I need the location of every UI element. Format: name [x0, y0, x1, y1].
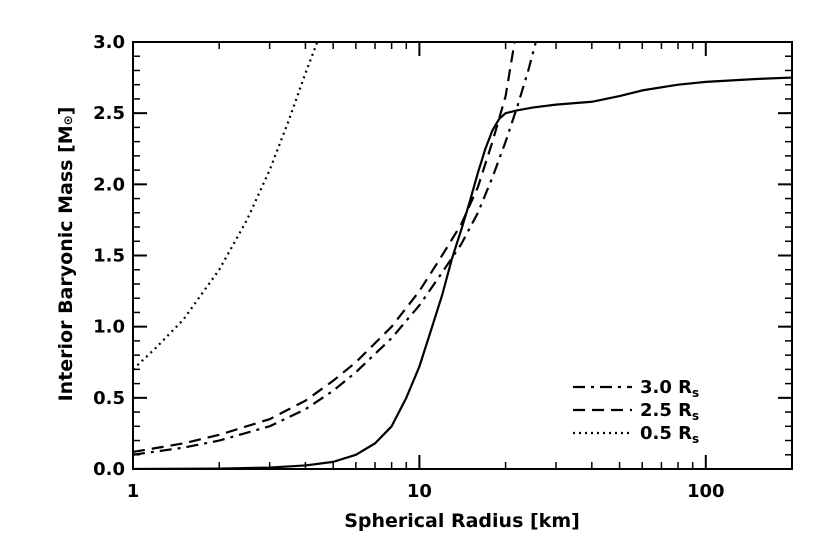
legend-label-main: 0.5 R	[640, 423, 692, 444]
series-line-dashdot	[133, 42, 537, 456]
legend-label-main: 2.5 R	[640, 400, 692, 421]
y-axis-label-text: Interior Baryonic Mass [M	[55, 125, 77, 401]
x-tick-label: 10	[407, 481, 432, 502]
y-tick-label: 2.0	[93, 174, 125, 195]
series-line-dash	[133, 42, 516, 454]
series-layer	[133, 42, 792, 469]
x-tick-label: 1	[127, 481, 140, 502]
series-line-dot	[133, 42, 319, 371]
plot-frame	[132, 41, 793, 470]
axis-ticks	[132, 41, 793, 470]
y-tick-label: 1.5	[93, 246, 125, 267]
legend-label: 2.5 Rs	[640, 400, 699, 423]
y-axis-label: Interior Baryonic Mass [M⊙]	[55, 107, 77, 402]
y-tick-label: 3.0	[93, 32, 125, 53]
legend-label-sub: s	[692, 432, 699, 446]
x-tick-label: 100	[687, 481, 725, 502]
legend-label: 3.0 Rs	[640, 377, 699, 400]
legend-label-sub: s	[692, 409, 699, 423]
legend: 3.0 Rs2.5 Rs0.5 Rs	[573, 377, 699, 446]
legend-label-main: 3.0 R	[640, 377, 692, 398]
y-axis-label-symbol: ⊙	[61, 115, 75, 125]
legend-label: 0.5 Rs	[640, 423, 699, 446]
y-tick-label: 0.5	[93, 388, 125, 409]
y-tick-label: 2.5	[93, 103, 125, 124]
y-tick-label: 0.0	[93, 459, 125, 480]
tick-labels: 1 10 100 0.0 0.5 1.0 1.5 2.0 2.5 3.0	[93, 32, 724, 502]
x-axis-label: Spherical Radius [km]	[344, 510, 580, 532]
legend-label-sub: s	[692, 386, 699, 400]
y-tick-label: 1.0	[93, 317, 125, 338]
series-line-solid	[133, 76, 792, 469]
y-axis-label-close: ]	[55, 107, 77, 116]
